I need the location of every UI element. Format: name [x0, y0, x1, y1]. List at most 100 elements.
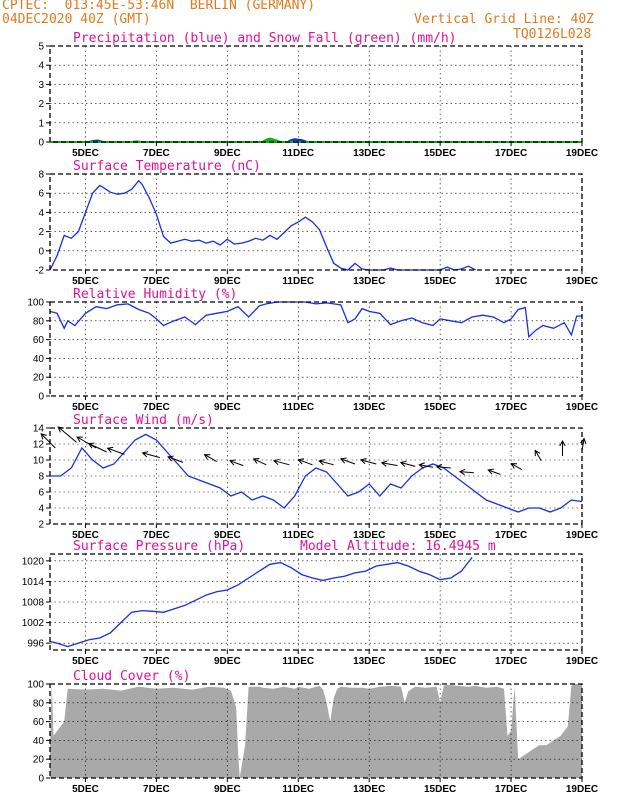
x-tick-label: 19DEC	[566, 402, 598, 413]
y-tick-label: 60	[33, 335, 45, 346]
x-tick-label: 13DEC	[353, 656, 385, 667]
wind-arrow	[580, 437, 587, 451]
wind-arrow	[339, 457, 356, 465]
x-tick-label: 11DEC	[282, 402, 314, 413]
wind-arrow	[359, 458, 377, 465]
wind-arrow	[559, 439, 566, 456]
grid-note: Vertical Grid Line: 40Z	[414, 12, 595, 27]
y-tick-label: -2	[35, 266, 44, 277]
y-tick-label: 20	[33, 755, 45, 766]
wind-title: Surface Wind (m/s)	[73, 413, 214, 428]
x-tick-label: 13DEC	[353, 402, 385, 413]
x-tick-label: 5DEC	[72, 402, 99, 413]
x-tick-label: 19DEC	[566, 148, 598, 159]
x-tick-label: 13DEC	[353, 530, 385, 541]
wind-arrow	[229, 459, 244, 467]
x-tick-label: 11DEC	[282, 276, 314, 287]
model-code: TQ0126L028	[513, 27, 592, 42]
cloud-cover-title: Cloud Cover (%)	[73, 669, 190, 684]
y-tick-label: 40	[33, 736, 45, 747]
x-tick-label: 7DEC	[143, 148, 170, 159]
y-tick-label: 4	[38, 208, 44, 219]
y-tick-label: 12	[33, 440, 45, 451]
x-tick-label: 5DEC	[72, 148, 99, 159]
temperature-line	[49, 179, 476, 271]
precipitation-title: Precipitation (blue) and Snow Fall (gree…	[73, 31, 457, 46]
x-tick-label: 7DEC	[143, 656, 170, 667]
pressure-panel: 996 1002 1008 1014 1020 5DEC 7DEC 9DEC 11DEC 13DE…	[22, 539, 598, 667]
wind-arrow	[318, 459, 334, 466]
wind-arrow	[458, 468, 474, 476]
pressure-line	[49, 556, 473, 648]
x-tick-label: 15DEC	[424, 656, 456, 667]
y-tick-label: 100	[27, 298, 44, 309]
y-tick-label: 2	[38, 99, 44, 110]
y-tick-label: 2	[38, 227, 44, 238]
station-line: CPTEC: 013:45E-53:46N BERLIN (GERMANY)	[2, 0, 316, 13]
x-tick-label: 13DEC	[353, 784, 385, 795]
x-tick-label: 9DEC	[214, 276, 241, 287]
wind-arrow	[510, 463, 522, 471]
x-tick-label: 17DEC	[495, 402, 527, 413]
y-tick-label: 0	[38, 138, 44, 149]
y-tick-label: 1020	[22, 556, 45, 567]
x-tick-label: 7DEC	[143, 402, 170, 413]
wind-arrows	[40, 426, 587, 476]
wind-arrow	[297, 458, 313, 466]
humidity-title: Relative Humidity (%)	[73, 287, 237, 302]
y-tick-label: 2	[38, 520, 44, 531]
wind-arrow	[252, 458, 267, 466]
y-tick-label: 10	[33, 456, 45, 467]
wind-arrow	[106, 446, 125, 455]
x-tick-label: 9DEC	[214, 656, 241, 667]
wind-arrow	[57, 426, 77, 443]
y-tick-label: 8	[38, 472, 44, 483]
x-tick-label: 11DEC	[282, 530, 314, 541]
wind-arrow	[76, 436, 97, 449]
y-tick-label: 100	[27, 680, 44, 691]
precipitation-panel: 0 1 2 3 4 5 5DEC 7DEC 9DEC 11DEC 13DEC 15DEC 17DEC 19…	[38, 31, 598, 159]
x-tick-label: 11DEC	[282, 656, 314, 667]
y-tick-label: 1014	[22, 577, 45, 588]
wind-panel: 2 4 6 8 10 12 14 5DEC 7DEC 9DEC 11DEC 13DEC 15DEC 17D…	[33, 413, 598, 541]
x-tick-label: 11DEC	[282, 148, 314, 159]
x-tick-label: 13DEC	[353, 276, 385, 287]
temperature-frame	[49, 173, 583, 271]
wind-arrow	[534, 449, 542, 462]
x-tick-label: 13DEC	[353, 148, 385, 159]
pressure-title: Surface Pressure (hPa)	[73, 539, 245, 554]
wind-arrow	[272, 458, 290, 466]
x-tick-label: 17DEC	[495, 530, 527, 541]
x-tick-label: 19DEC	[566, 530, 598, 541]
precipitation-frame	[49, 45, 583, 143]
cloud-cover-area	[50, 684, 582, 778]
wind-arrow	[87, 442, 107, 453]
y-tick-label: 20	[33, 373, 45, 384]
wind-arrow	[418, 462, 434, 469]
temperature-panel: -2 0 2 4 6 8 5DEC 7DEC 9DEC 11DEC 13DEC 15DEC 17DEC 1…	[35, 159, 598, 287]
x-tick-label: 15DEC	[424, 402, 456, 413]
x-tick-label: 7DEC	[143, 530, 170, 541]
x-tick-label: 9DEC	[214, 784, 241, 795]
y-tick-label: 5	[38, 42, 44, 53]
wind-arrow	[487, 468, 501, 475]
y-tick-label: 1	[38, 118, 44, 129]
x-tick-label: 7DEC	[143, 784, 170, 795]
x-tick-label: 5DEC	[72, 784, 99, 795]
x-tick-label: 17DEC	[495, 656, 527, 667]
x-tick-label: 15DEC	[424, 148, 456, 159]
y-tick-label: 4	[38, 504, 44, 515]
wind-arrow	[203, 454, 217, 463]
y-tick-label: 14	[33, 424, 45, 435]
humidity-line	[49, 301, 582, 339]
y-tick-label: 6	[38, 189, 44, 200]
y-tick-label: 0	[38, 774, 44, 785]
y-tick-label: 4	[38, 61, 44, 72]
x-tick-label: 19DEC	[566, 656, 598, 667]
wind-arrow	[40, 433, 56, 449]
y-tick-label: 80	[33, 316, 45, 327]
cloud-cover-frame	[49, 683, 583, 779]
wind-arrow	[435, 464, 451, 471]
wind-arrow	[380, 460, 398, 467]
